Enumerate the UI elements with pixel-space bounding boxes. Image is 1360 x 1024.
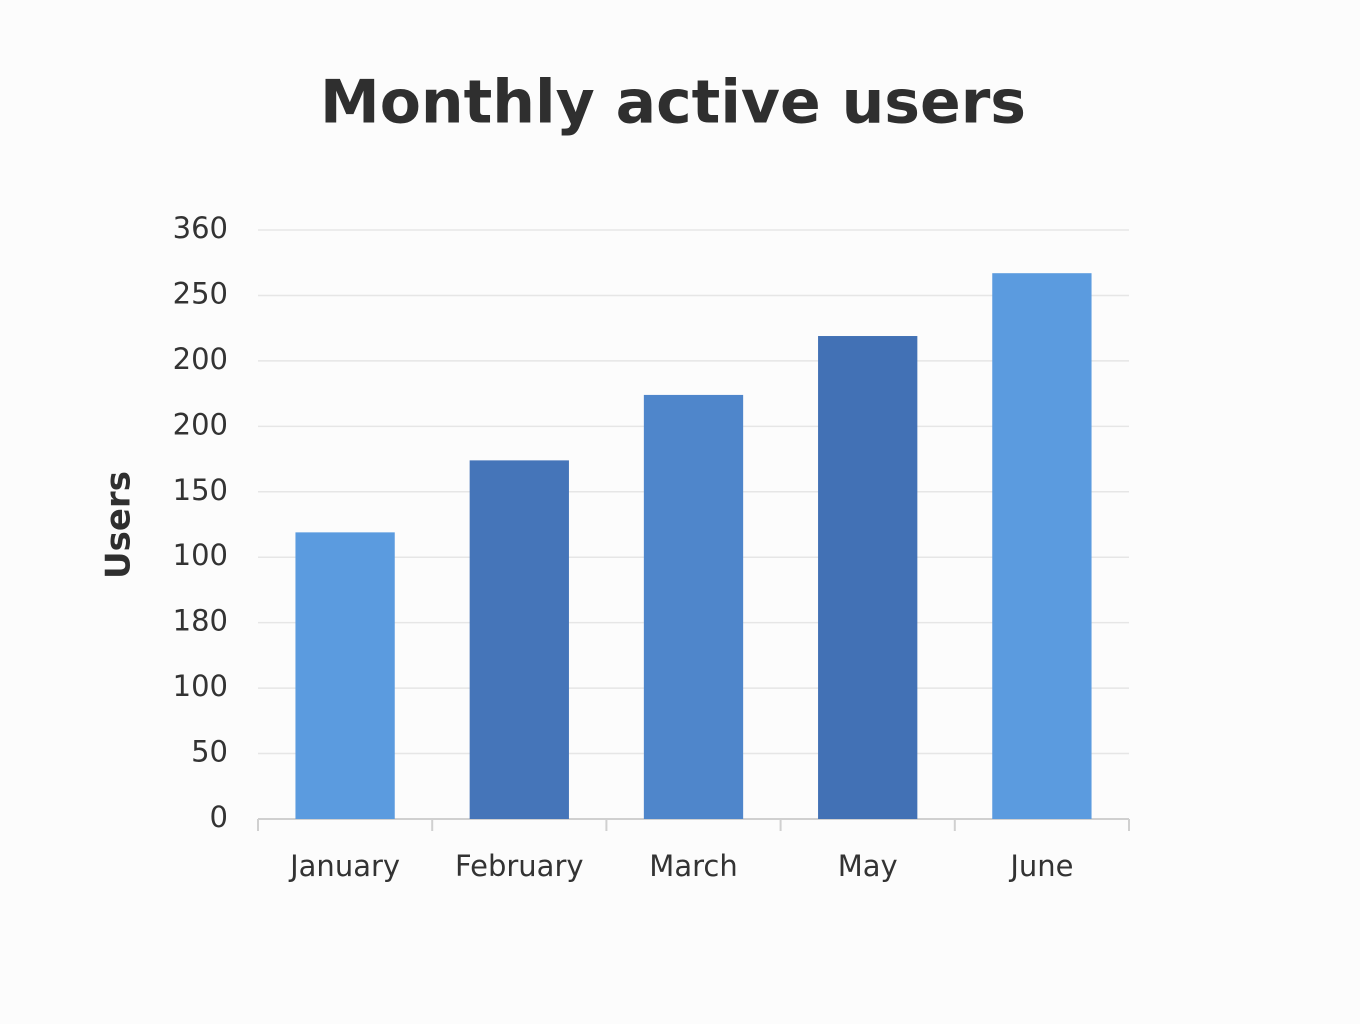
bar — [992, 273, 1092, 819]
y-tick-label: 50 — [191, 735, 228, 769]
x-tick-label: January — [288, 849, 400, 883]
y-tick-label: 360 — [173, 211, 228, 245]
y-tick-label: 100 — [173, 538, 228, 572]
y-tick-label: 150 — [173, 473, 228, 507]
x-tick-label: June — [1008, 849, 1073, 883]
y-tick-label: 250 — [173, 276, 228, 310]
x-tick-label: March — [649, 849, 737, 883]
y-tick-label: 200 — [173, 342, 228, 376]
chart-title: Monthly active users — [320, 68, 1026, 138]
y-tick-label: 200 — [173, 407, 228, 441]
bar — [643, 394, 744, 819]
x-tick-label: May — [838, 849, 898, 883]
y-tick-label: 180 — [173, 604, 228, 638]
bar — [469, 460, 569, 819]
y-tick-label: 0 — [210, 800, 228, 834]
x-tick-label: February — [455, 849, 584, 883]
bar — [818, 336, 918, 819]
y-tick-label: 100 — [173, 669, 228, 703]
y-axis-label: Users — [99, 471, 139, 579]
bar — [295, 532, 395, 819]
